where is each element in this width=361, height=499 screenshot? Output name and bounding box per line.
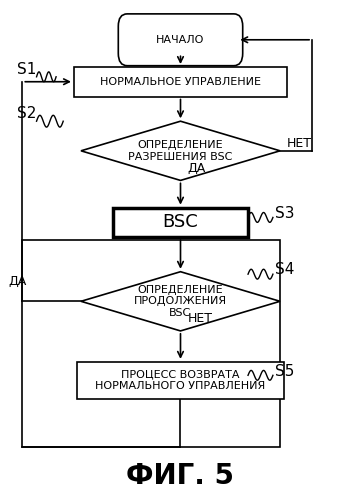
Text: S2: S2 <box>17 106 36 121</box>
Text: НЕТ: НЕТ <box>188 312 213 325</box>
Bar <box>22 240 280 447</box>
Text: BSC: BSC <box>162 214 199 232</box>
Text: ОПРЕДЕЛЕНИЕ
ПРОДОЛЖЕНИЯ
BSC: ОПРЕДЕЛЕНИЕ ПРОДОЛЖЕНИЯ BSC <box>134 285 227 318</box>
Text: S1: S1 <box>17 62 36 77</box>
Bar <box>113 208 248 237</box>
Polygon shape <box>81 121 280 181</box>
Text: НЕТ: НЕТ <box>287 137 312 150</box>
Text: НАЧАЛО: НАЧАЛО <box>156 35 205 45</box>
Text: ДА: ДА <box>188 162 206 175</box>
Text: S3: S3 <box>275 206 294 221</box>
Text: ФИГ. 5: ФИГ. 5 <box>126 463 235 491</box>
FancyBboxPatch shape <box>118 14 243 66</box>
Bar <box>77 362 284 399</box>
Polygon shape <box>81 271 280 331</box>
Text: ДА: ДА <box>8 275 26 288</box>
Text: ОПРЕДЕЛЕНИЕ
РАЗРЕШЕНИЯ BSC: ОПРЕДЕЛЕНИЕ РАЗРЕШЕНИЯ BSC <box>128 140 233 162</box>
Bar <box>74 67 287 96</box>
Text: S4: S4 <box>275 262 294 277</box>
Text: ПРОЦЕСС ВОЗВРАТА
НОРМАЛЬНОГО УПРАВЛЕНИЯ: ПРОЦЕСС ВОЗВРАТА НОРМАЛЬНОГО УПРАВЛЕНИЯ <box>95 369 266 391</box>
Text: НОРМАЛЬНОЕ УПРАВЛЕНИЕ: НОРМАЛЬНОЕ УПРАВЛЕНИЕ <box>100 77 261 87</box>
Text: S5: S5 <box>275 364 294 379</box>
